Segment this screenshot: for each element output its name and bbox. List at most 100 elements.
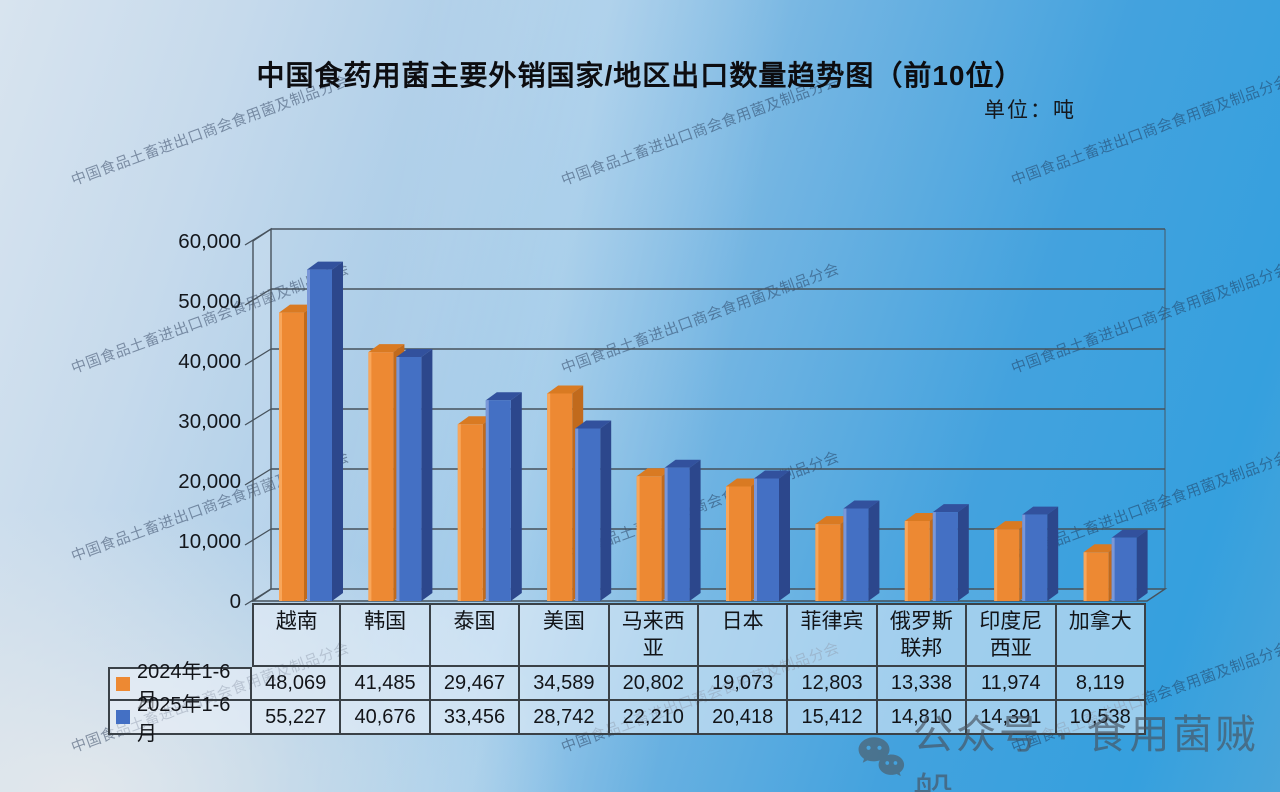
bar-face [1022, 506, 1059, 515]
bar-face [868, 500, 880, 601]
bar-face [754, 478, 779, 601]
bar-face [575, 428, 601, 601]
bar-s2-9 [1022, 506, 1059, 601]
bar-face [485, 392, 522, 401]
y-axis-label: 20,000 [178, 470, 241, 493]
bar-face [726, 486, 751, 601]
y-axis-tick [244, 288, 272, 306]
bar-face [457, 424, 483, 601]
bar-face [396, 348, 433, 357]
value-cell: 12,803 [788, 667, 878, 701]
y-axis-tick [244, 528, 272, 546]
bar-face [932, 504, 969, 513]
bar-s2-2 [396, 348, 433, 601]
bar-face [843, 500, 880, 509]
bar-face [636, 476, 662, 601]
bar-face [457, 424, 461, 601]
bar-face [815, 516, 852, 525]
value-cell: 19,073 [698, 667, 789, 701]
bar-s2-6 [754, 470, 790, 601]
bar-face [932, 512, 958, 601]
bar-face [332, 261, 343, 601]
y-axis-tick [244, 588, 272, 606]
value-cell: 55,227 [252, 701, 342, 735]
legend-label: 2025年1-6月 [137, 694, 231, 745]
legend-cell: 2025年1-6月 [108, 694, 252, 745]
bar-face [307, 261, 343, 270]
bar-face [754, 470, 790, 479]
bar-face [664, 467, 690, 601]
legend-swatch [116, 677, 130, 691]
y-axis-label: 60,000 [178, 230, 241, 253]
bar-face [664, 459, 701, 468]
value-cell: 11,974 [967, 667, 1057, 701]
chart-title: 中国食药用菌主要外销国家/地区出口数量趋势图（前10位） [256, 60, 1024, 91]
bar-s2-5 [664, 459, 701, 601]
bar-face [664, 467, 668, 601]
bar-face [779, 470, 790, 601]
bar-face [815, 524, 819, 601]
bar-face [957, 504, 969, 601]
bar-face [689, 459, 701, 601]
category-header: 菲律宾 [788, 603, 878, 667]
category-header: 俄罗斯联邦 [877, 603, 968, 667]
wechat-badge: 公众号 · 食用菌贼船 [854, 702, 1280, 792]
unit-label: 单位：吨 [984, 99, 1076, 122]
y-axis-label: 40,000 [178, 350, 241, 373]
value-cell: 14,810 [877, 701, 968, 735]
bar-face [636, 476, 640, 601]
bar-face [994, 529, 1020, 601]
bar-face [396, 356, 422, 601]
y-axis-tick [244, 408, 272, 426]
bar-face [1111, 537, 1137, 601]
y-axis-label: 0 [230, 590, 241, 613]
bar-face [600, 420, 612, 601]
bar-face [368, 352, 372, 601]
bar-face [1083, 552, 1109, 601]
table-row: 2025年1-6月 55,227 40,676 33,456 28,742 22,210 2… [108, 694, 1146, 745]
y-axis-label: 30,000 [178, 410, 241, 433]
value-cell: 28,742 [520, 701, 610, 735]
bar-face [1022, 514, 1048, 601]
bar-face [510, 392, 522, 601]
bar-face [547, 393, 551, 601]
bar-face [1136, 529, 1148, 601]
bar-face [485, 400, 489, 601]
category-header: 马来西亚 [609, 603, 699, 667]
bar-face [843, 508, 847, 601]
y-axis-label: 50,000 [178, 290, 241, 313]
table-header-row: 越南 韩国 泰国 美国 马来西亚 日本 菲律宾 俄罗斯联邦 印度尼西亚 加拿大 [108, 603, 1146, 667]
legend-cell: 2024年1-6月 [108, 661, 252, 712]
category-header: 韩国 [341, 603, 431, 667]
bar-s2-3 [485, 392, 522, 601]
y-axis-tick [244, 468, 272, 486]
category-header: 越南 [252, 603, 342, 667]
y-axis-label: 10,000 [178, 530, 241, 553]
category-header: 日本 [698, 603, 789, 667]
y-axis-tick [244, 228, 272, 246]
bar-face [904, 520, 908, 601]
value-cell: 29,467 [430, 667, 521, 701]
bar-face [457, 416, 494, 425]
bar-face [1083, 544, 1120, 553]
bar-face [932, 512, 936, 601]
bar-face [368, 344, 405, 353]
bar-face [815, 524, 841, 601]
bar-face [904, 512, 941, 521]
value-cell: 40,676 [341, 701, 431, 735]
bar-face [726, 478, 762, 487]
table-row: 2024年1-6月48,06941,48529,46734,58920,8021… [108, 661, 1146, 712]
category-header: 印度尼西亚 [967, 603, 1057, 667]
wechat-icon [858, 737, 905, 777]
category-header: 泰国 [430, 603, 521, 667]
bar-face [1083, 552, 1087, 601]
bar-s2-10 [1111, 529, 1148, 601]
value-cell: 15,412 [788, 701, 878, 735]
value-cell: 20,802 [609, 667, 699, 701]
bar-face [754, 478, 757, 601]
bar-face [1022, 514, 1026, 601]
bar-face [547, 385, 584, 394]
bar-face [575, 420, 612, 429]
